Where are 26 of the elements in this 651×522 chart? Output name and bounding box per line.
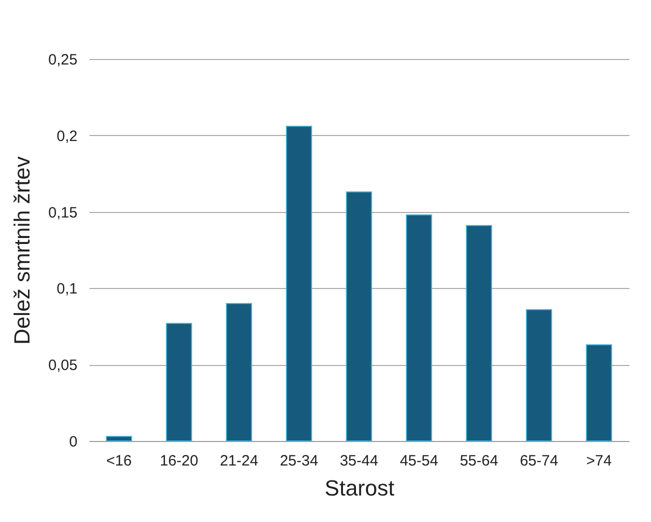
y-tick-label: 0,05 [48,357,78,374]
x-tick-label: 21-24 [220,452,258,470]
y-axis-title: Delež smrtnih žrtev [9,156,34,345]
x-tick-label: 25-34 [280,452,318,470]
bar [346,191,372,442]
x-tick-label: <16 [106,452,132,470]
x-tick-label: >74 [586,452,612,470]
bar [166,322,192,442]
bar [526,309,552,442]
y-tick-label: 0,15 [48,204,78,222]
bar [406,214,432,442]
bar [226,302,252,442]
y-tick-label: 0,25 [48,52,78,68]
x-axis-title: Starost [324,476,394,500]
x-tick-label: 45-54 [400,452,438,470]
x-tick-label: 55-64 [460,452,498,470]
y-tick-label: 0 [69,434,78,450]
y-tick-label: 0,2 [56,128,78,145]
x-tick-label: 16-20 [160,452,198,470]
bar [286,126,312,442]
x-tick-label: 35-44 [340,452,378,470]
bar [466,225,492,442]
y-tick-label: 0,1 [56,280,78,298]
bar [106,436,132,442]
bar [586,344,612,442]
x-tick-label: 65-74 [520,452,558,470]
